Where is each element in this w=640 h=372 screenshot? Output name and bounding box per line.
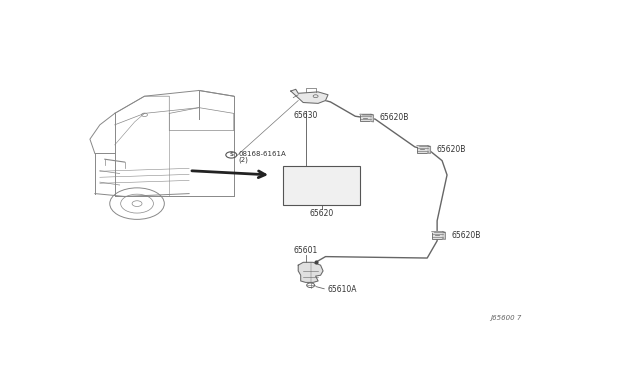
Bar: [431, 232, 443, 238]
Text: 08168-6161A: 08168-6161A: [239, 151, 287, 157]
Text: 65620B: 65620B: [451, 231, 481, 240]
Text: (2): (2): [238, 157, 248, 163]
Text: 65610A: 65610A: [328, 285, 358, 294]
Polygon shape: [417, 146, 431, 147]
Bar: [360, 114, 371, 121]
Text: 65601: 65601: [294, 246, 318, 255]
Text: 65620B: 65620B: [436, 145, 465, 154]
Text: J65600 7: J65600 7: [490, 315, 522, 321]
Polygon shape: [428, 146, 431, 153]
Bar: [284, 166, 360, 205]
Text: 65620: 65620: [310, 209, 334, 218]
Polygon shape: [298, 262, 323, 282]
Polygon shape: [291, 89, 328, 103]
Text: 65620B: 65620B: [379, 113, 408, 122]
Polygon shape: [443, 232, 445, 239]
Text: S: S: [229, 153, 234, 157]
Polygon shape: [371, 114, 373, 122]
Bar: [417, 146, 428, 153]
Text: 65630: 65630: [294, 110, 318, 119]
Polygon shape: [360, 114, 373, 115]
